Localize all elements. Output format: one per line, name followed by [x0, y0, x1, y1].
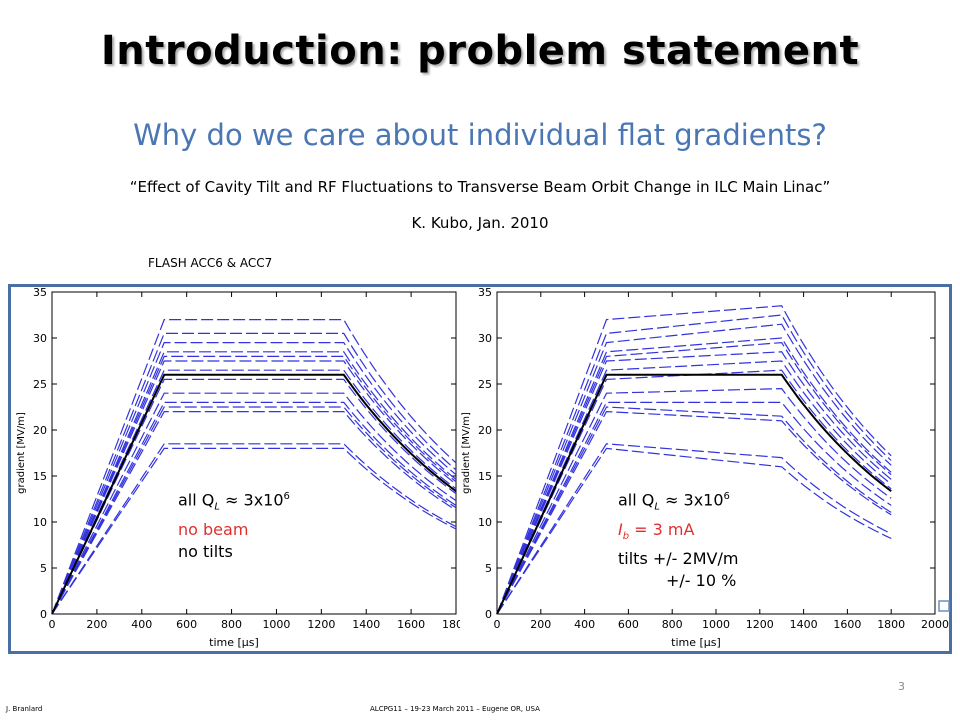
y-tick-label: 0 [485, 608, 492, 621]
y-tick-label: 20 [478, 424, 492, 437]
cavity-trace [496, 337, 892, 615]
paper-author: K. Kubo, Jan. 2010 [411, 214, 549, 232]
y-tick-label: 25 [478, 378, 492, 391]
ql-prefix: all Q [178, 490, 215, 510]
y-tick-label: 35 [33, 287, 47, 299]
cavity-trace [51, 411, 457, 615]
paper-quote: “Effect of Cavity Tilt and RF Fluctuatio… [129, 178, 831, 196]
y-tick-label: 15 [33, 470, 47, 483]
x-tick-label: 1400 [352, 618, 380, 631]
window-widget-square [938, 600, 950, 612]
x-tick-label: 400 [131, 618, 152, 631]
x-tick-label: 1600 [833, 618, 861, 631]
cavity-trace [496, 314, 892, 615]
x-tick-label: 800 [221, 618, 242, 631]
x-tick-label: 600 [618, 618, 639, 631]
y-tick-label: 25 [33, 378, 47, 391]
cavity-trace [496, 323, 892, 615]
y-tick-label: 5 [40, 562, 47, 575]
mean-trace [51, 373, 457, 615]
x-tick-label: 1600 [397, 618, 425, 631]
x-tick-label: 1000 [702, 618, 730, 631]
chart-left: 0 200 400 600 800 1000 1200 1400 1600 1800 0 5 10 15 2… [16, 287, 460, 649]
y-axis-label: gradient [MV/m] [16, 412, 27, 494]
page-number: 3 [898, 680, 905, 693]
y-tick-label: 20 [33, 424, 47, 437]
ib-rest: = 3 mA [629, 519, 695, 539]
footer-author: J. Branlard [6, 705, 43, 713]
x-tick-label: 1200 [307, 618, 335, 631]
y-axis-label: gradient [MV/m] [461, 412, 472, 494]
x-tick-label: 200 [530, 618, 551, 631]
y-tick-label: 30 [33, 332, 47, 345]
chart-right: 0 200 400 600 800 1000 1200 1400 1600 1800 2000 0 5 1… [461, 287, 950, 649]
x-tick-label: 200 [86, 618, 107, 631]
cavity-trace [51, 355, 457, 615]
x-tick-label: 800 [662, 618, 683, 631]
ib-sub: b [622, 530, 630, 542]
right-tilts-line-2: +/- 10 % [666, 570, 737, 590]
left-annotation: all QL ≈ 3x106 no beam no tilts [178, 486, 290, 563]
cavity-trace [496, 305, 892, 615]
cavity-trace [51, 392, 457, 615]
left-ql-line: all QL ≈ 3x106 [178, 486, 290, 519]
cavity-trace [51, 319, 457, 615]
cavity-trace [496, 351, 892, 615]
cavity-trace [496, 443, 892, 615]
cavity-trace [496, 410, 892, 615]
ql-approx: ≈ 3x10 [659, 490, 724, 510]
cavity-trace [496, 341, 892, 615]
ql-sup: 6 [723, 491, 730, 502]
y-tick-label: 0 [40, 608, 47, 621]
ql-approx: ≈ 3x10 [219, 490, 284, 510]
x-tick-label: 1800 [877, 618, 905, 631]
y-tick-label: 35 [478, 287, 492, 299]
x-tick-label: 0 [49, 618, 56, 631]
x-tick-label: 0 [494, 618, 501, 631]
slide-title: Introduction: problem statement [100, 28, 860, 74]
plot-area [51, 291, 457, 615]
cavity-trace [496, 447, 892, 615]
ql-sub: L [214, 501, 220, 513]
y-tick-label: 10 [478, 516, 492, 529]
y-tick-label: 10 [33, 516, 47, 529]
footer-conference: ALCPG11 – 19-23 March 2011 – Eugene OR, … [370, 705, 540, 713]
flash-label: FLASH ACC6 & ACC7 [148, 256, 273, 270]
x-tick-label: 1200 [746, 618, 774, 631]
left-beam-line: no beam [178, 519, 249, 539]
cavity-trace [51, 406, 457, 615]
ql-sup: 6 [283, 491, 290, 502]
cavity-trace [51, 332, 457, 615]
cavity-trace [496, 401, 892, 615]
cavity-trace [496, 387, 892, 615]
left-tilts-line: no tilts [178, 541, 233, 561]
cavity-trace [51, 447, 457, 615]
x-axis-label: time [μs] [671, 636, 721, 649]
cavity-trace [51, 443, 457, 615]
ql-sub: L [654, 501, 660, 513]
x-tick-label: 1400 [790, 618, 818, 631]
x-axis-label: time [μs] [209, 636, 259, 649]
x-tick-label: 1000 [262, 618, 290, 631]
cavity-trace [496, 406, 892, 615]
mean-trace [496, 373, 892, 615]
x-tick-label: 600 [176, 618, 197, 631]
x-tick-label: 1800 [442, 618, 460, 631]
cavity-trace [51, 351, 457, 615]
right-annotation: all QL ≈ 3x106 Ib = 3 mA tilts +/- 2MV/m… [618, 486, 738, 592]
x-tick-label: 2000 [921, 618, 949, 631]
cavity-trace [51, 342, 457, 615]
ql-prefix: all Q [618, 490, 655, 510]
ib-prefix: I [618, 519, 623, 539]
y-tick-label: 15 [478, 470, 492, 483]
x-tick-label: 400 [574, 618, 595, 631]
cavity-trace [51, 401, 457, 615]
right-tilts-line: tilts +/- 2MV/m [618, 548, 739, 568]
slide-subtitle: Why do we care about individual flat gra… [133, 118, 827, 152]
right-ib-line: Ib = 3 mA [618, 519, 738, 548]
y-tick-label: 30 [478, 332, 492, 345]
y-tick-label: 5 [485, 562, 492, 575]
right-ql-line: all QL ≈ 3x106 [618, 486, 738, 519]
